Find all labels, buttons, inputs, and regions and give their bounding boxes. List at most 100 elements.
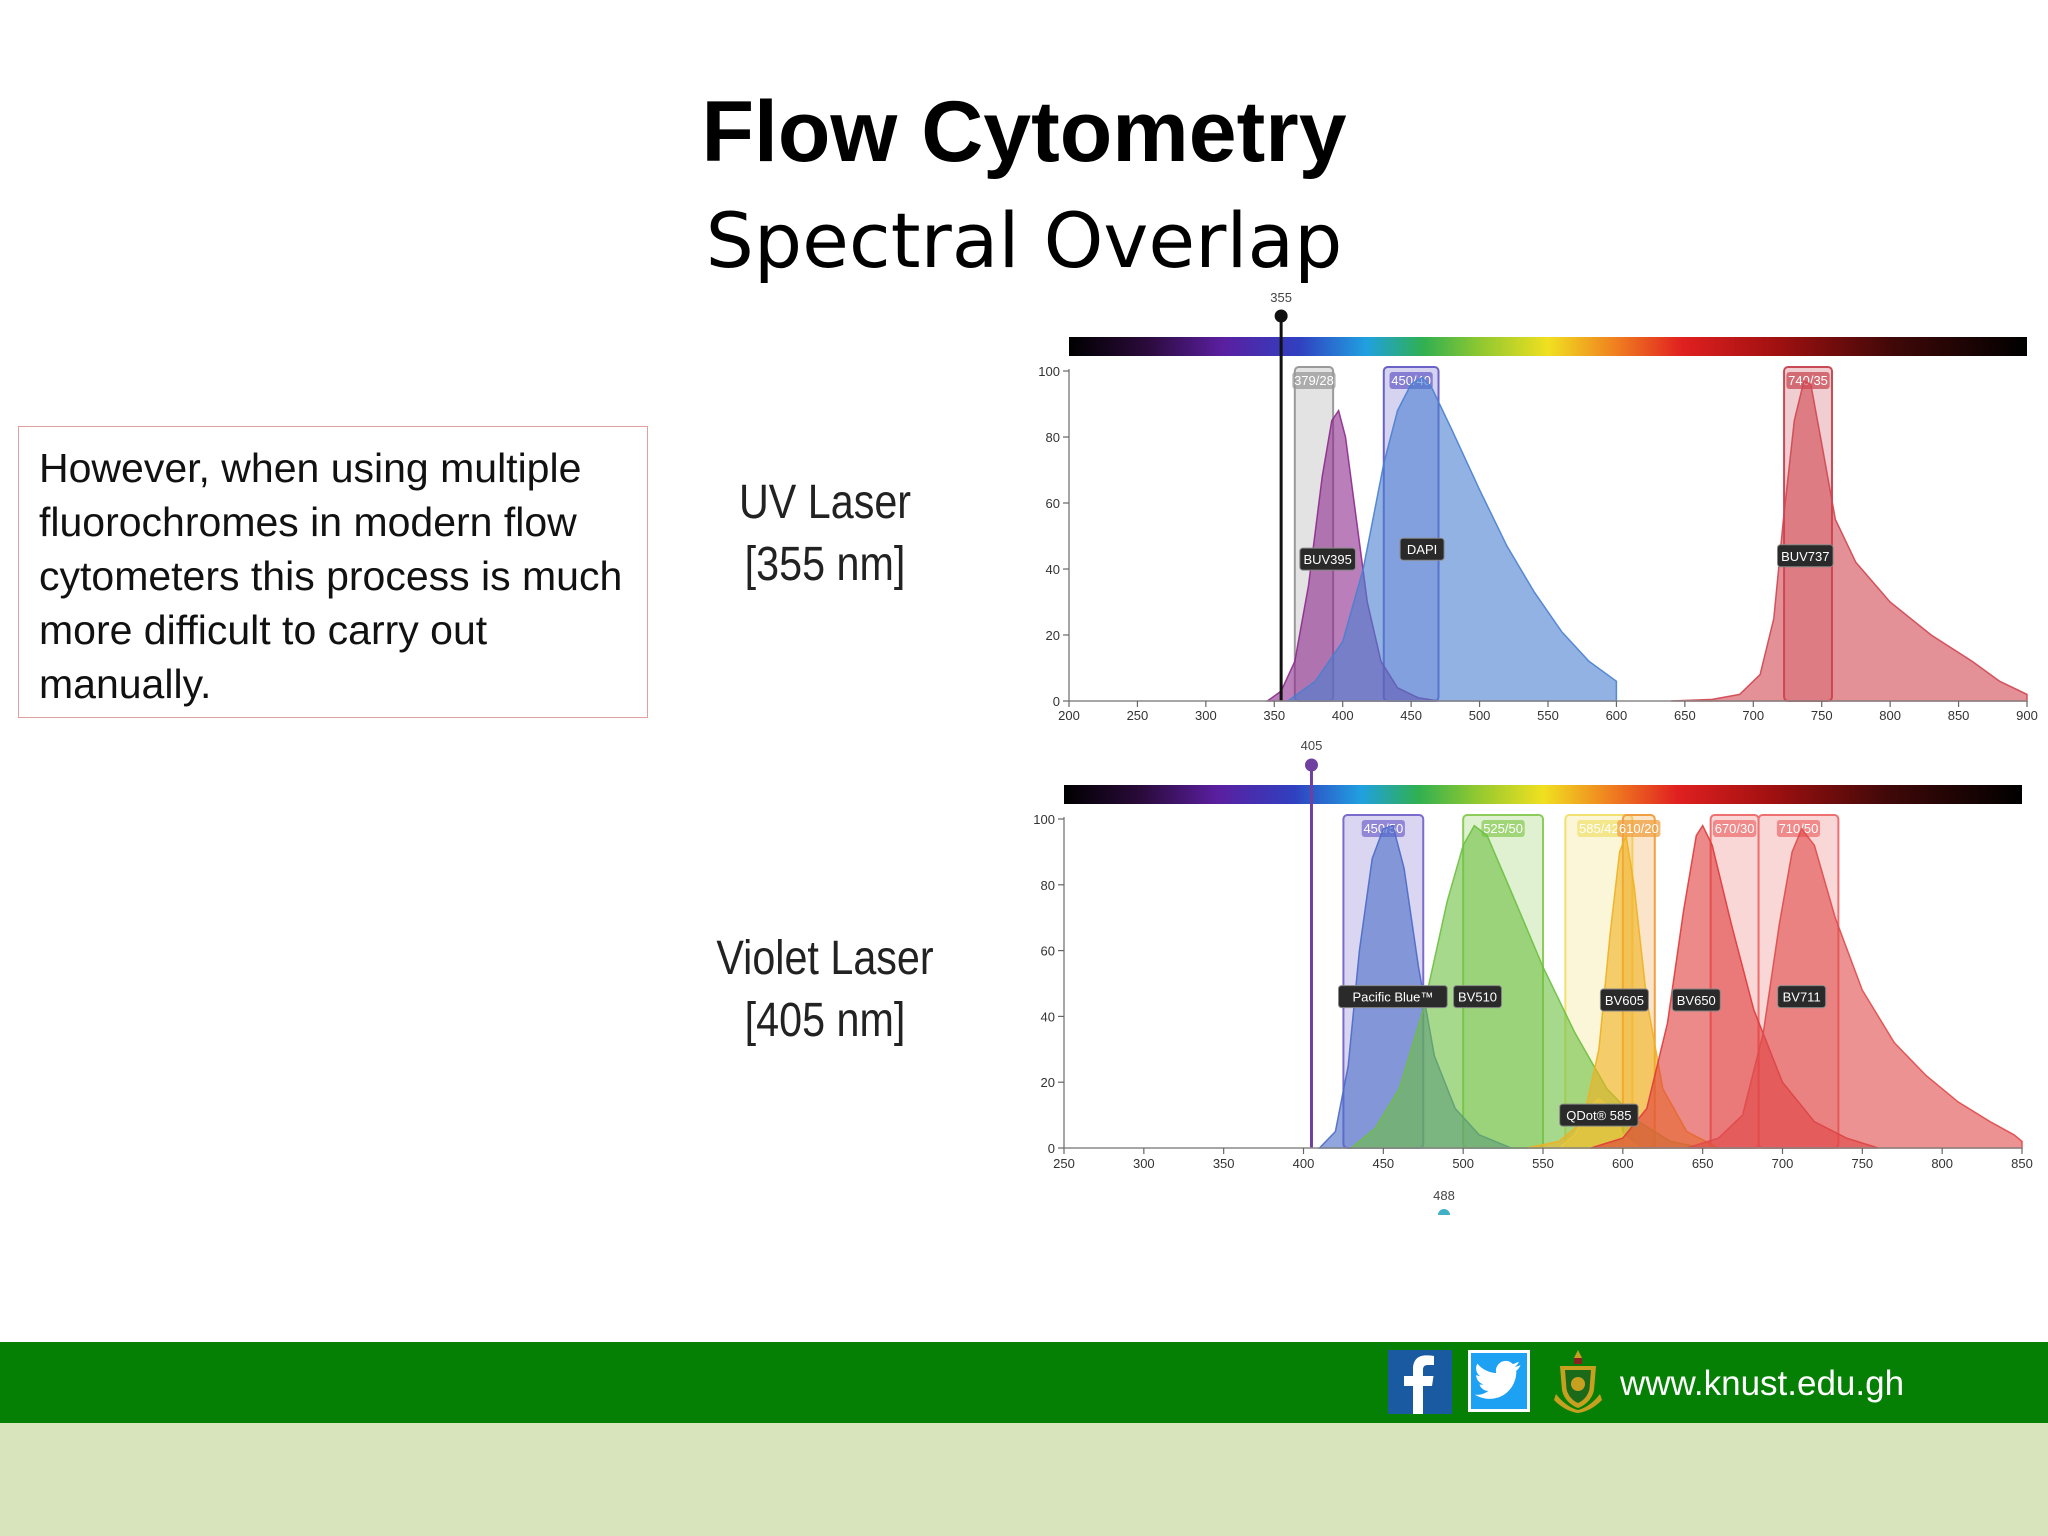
series-tag-bg-bv605 (1599, 988, 1649, 1012)
facebook-icon[interactable] (1388, 1350, 1452, 1414)
filter-label-bg-670-30 (1713, 820, 1757, 837)
y-tick-label-80: 80 (1041, 878, 1055, 893)
filter-label-740-35: 740/35 (1788, 373, 1828, 388)
violet-laser-label-line-1: Violet Laser (716, 932, 934, 985)
laser-marker-label: 355 (1270, 290, 1292, 305)
spectrum-bar (1064, 785, 2022, 804)
series-tag-bv650: BV650 (1677, 993, 1716, 1008)
twitter-icon[interactable] (1468, 1350, 1530, 1412)
y-tick-label-100: 100 (1038, 364, 1060, 379)
y-tick-label-40: 40 (1041, 1009, 1055, 1024)
slide-title: Flow Cytometry (701, 84, 1347, 180)
secondary-marker (1438, 1209, 1451, 1215)
x-tick-label-750: 750 (1811, 708, 1833, 723)
x-tick-label-750: 750 (1851, 1156, 1873, 1171)
footer-url[interactable]: www.knust.edu.gh (1620, 1364, 1905, 1403)
slide-subtitle: Spectral Overlap (705, 196, 1343, 285)
y-tick-label-100: 100 (1033, 812, 1055, 827)
filter-label-710-50: 710/50 (1779, 821, 1819, 836)
filter-label-bg-379-28 (1292, 372, 1336, 389)
x-tick-label-400: 400 (1332, 708, 1354, 723)
filter-label-525-50: 525/50 (1483, 821, 1523, 836)
x-tick-label-650: 650 (1674, 708, 1696, 723)
series-tag-bg-bv650 (1671, 988, 1721, 1012)
violet-laser-label-line-2: [405 nm] (744, 994, 906, 1047)
y-tick-label-20: 20 (1041, 1075, 1055, 1090)
series-area-dapi (1285, 376, 1618, 702)
series-tag-bg-bv510 (1453, 985, 1503, 1009)
laser-marker (1274, 309, 1288, 323)
footer-bar (0, 1342, 2048, 1423)
x-tick-label-450: 450 (1372, 1156, 1394, 1171)
series-tag-bg-buv395 (1299, 547, 1356, 571)
x-tick-label-350: 350 (1213, 1156, 1235, 1171)
x-tick-label-400: 400 (1293, 1156, 1315, 1171)
x-tick-label-250: 250 (1127, 708, 1149, 723)
uv-laser-label-line-1: UV Laser (738, 476, 912, 529)
y-tick-label-60: 60 (1041, 944, 1055, 959)
y-tick-label-0: 0 (1048, 1141, 1055, 1156)
filter-label-610-20: 610/20 (1619, 821, 1659, 836)
x-tick-label-600: 600 (1612, 1156, 1634, 1171)
series-tag-bg-dapi (1399, 537, 1445, 561)
x-tick-label-800: 800 (1931, 1156, 1953, 1171)
series-tag-bv510: BV510 (1458, 990, 1497, 1005)
x-tick-label-850: 850 (2011, 1156, 2033, 1171)
secondary-marker-label: 488 (1433, 1188, 1455, 1203)
x-tick-label-700: 700 (1742, 708, 1764, 723)
y-tick-label-60: 60 (1046, 496, 1060, 511)
series-tag-bv605: BV605 (1605, 993, 1644, 1008)
x-tick-label-250: 250 (1053, 1156, 1075, 1171)
series-tag-qdot-585: QDot® 585 (1566, 1108, 1631, 1123)
series-tag-bv711: BV711 (1783, 990, 1821, 1005)
series-tag-buv395: BUV395 (1303, 552, 1351, 567)
x-tick-label-300: 300 (1195, 708, 1217, 723)
filter-label-bg-610-20 (1617, 820, 1661, 837)
laser-marker (1304, 758, 1318, 772)
x-tick-label-500: 500 (1452, 1156, 1474, 1171)
x-tick-label-450: 450 (1400, 708, 1422, 723)
body-text-box: However, when using multiple fluorochrom… (18, 426, 648, 718)
violet-laser-label: Violet Laser [405 nm] (696, 928, 954, 1052)
x-tick-label-300: 300 (1133, 1156, 1155, 1171)
x-tick-label-800: 800 (1879, 708, 1901, 723)
spectrum-bar (1069, 337, 2027, 356)
filter-label-bg-525-50 (1481, 820, 1525, 837)
x-tick-label-350: 350 (1263, 708, 1285, 723)
knust-crest-icon (1552, 1348, 1604, 1414)
filter-label-bg-585-42 (1577, 820, 1621, 837)
x-tick-label-200: 200 (1058, 708, 1080, 723)
x-tick-label-900: 900 (2016, 708, 2038, 723)
series-area-bv711 (1686, 827, 2023, 1149)
series-tag-buv737: BUV737 (1781, 549, 1829, 564)
footer-band (0, 1423, 2048, 1536)
x-tick-label-500: 500 (1469, 708, 1491, 723)
series-tag-bg-pacific-blue (1338, 985, 1448, 1009)
y-tick-label-40: 40 (1046, 562, 1060, 577)
y-tick-label-0: 0 (1053, 694, 1060, 709)
series-tag-bg-buv737 (1776, 544, 1834, 568)
laser-marker-label: 405 (1301, 738, 1323, 753)
series-area-buv737 (1671, 379, 2028, 702)
filter-label-585-42: 585/42 (1579, 821, 1619, 836)
y-tick-label-20: 20 (1046, 628, 1060, 643)
filter-label-379-28: 379/28 (1294, 373, 1334, 388)
x-tick-label-700: 700 (1772, 1156, 1794, 1171)
y-tick-label-80: 80 (1046, 430, 1060, 445)
x-tick-label-600: 600 (1606, 708, 1628, 723)
x-tick-label-850: 850 (1948, 708, 1970, 723)
series-tag-bg-bv711 (1777, 985, 1827, 1009)
x-tick-label-550: 550 (1532, 1156, 1554, 1171)
uv-laser-label-line-2: [355 nm] (744, 538, 906, 591)
series-tag-dapi: DAPI (1407, 542, 1437, 557)
series-tag-bg-qdot-585 (1559, 1103, 1639, 1127)
filter-label-bg-710-50 (1776, 820, 1821, 837)
filter-label-670-30: 670/30 (1715, 821, 1755, 836)
x-tick-label-550: 550 (1537, 708, 1559, 723)
violet-laser-chart: 450/50525/50585/42610/20670/30710/50Paci… (1033, 738, 2033, 1215)
x-tick-label-650: 650 (1692, 1156, 1714, 1171)
series-tag-pacific-blue: Pacific Blue™ (1352, 990, 1433, 1005)
uv-laser-label: UV Laser [355 nm] (696, 472, 954, 596)
